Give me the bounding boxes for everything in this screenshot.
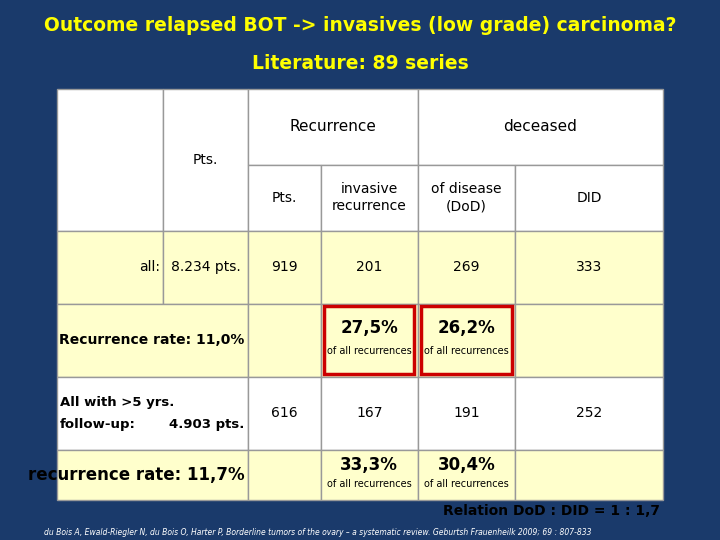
Text: deceased: deceased — [503, 119, 577, 134]
Text: Literature: 89 series: Literature: 89 series — [252, 54, 469, 73]
Text: of all recurrences: of all recurrences — [424, 346, 508, 356]
Text: 8.234 pts.: 8.234 pts. — [171, 260, 240, 274]
Bar — [320, 231, 418, 303]
Text: 167: 167 — [356, 407, 382, 421]
Bar — [248, 231, 320, 303]
Bar — [515, 377, 663, 450]
Text: Recurrence: Recurrence — [289, 119, 377, 134]
Bar — [57, 450, 248, 500]
Bar — [418, 303, 515, 377]
Bar — [248, 165, 320, 231]
Bar — [57, 231, 163, 303]
Bar — [320, 303, 418, 377]
Text: Pts.: Pts. — [271, 191, 297, 205]
Text: 616: 616 — [271, 407, 297, 421]
Text: 252: 252 — [576, 407, 602, 421]
Text: of all recurrences: of all recurrences — [327, 346, 412, 356]
Text: 333: 333 — [576, 260, 602, 274]
Bar — [418, 231, 515, 303]
Bar — [324, 306, 415, 374]
Text: of all recurrences: of all recurrences — [327, 480, 412, 489]
Bar — [515, 303, 663, 377]
Bar — [57, 377, 248, 450]
Text: 269: 269 — [453, 260, 480, 274]
Bar — [163, 89, 248, 231]
Bar — [248, 303, 320, 377]
Text: recurrence rate: 11,7%: recurrence rate: 11,7% — [28, 465, 245, 484]
Bar — [418, 377, 515, 450]
Text: follow-up:: follow-up: — [60, 418, 136, 431]
Bar — [320, 450, 418, 500]
Bar — [515, 165, 663, 231]
Bar — [163, 231, 248, 303]
Text: 27,5%: 27,5% — [341, 320, 398, 338]
Text: Outcome relapsed BOT -> invasives (low grade) carcinoma?: Outcome relapsed BOT -> invasives (low g… — [44, 16, 676, 35]
Bar — [248, 377, 320, 450]
Text: 919: 919 — [271, 260, 297, 274]
Bar — [320, 165, 418, 231]
Text: 191: 191 — [453, 407, 480, 421]
Bar — [57, 89, 163, 231]
Bar — [320, 377, 418, 450]
Text: Relation DoD : DID = 1 : 1,7: Relation DoD : DID = 1 : 1,7 — [444, 504, 660, 518]
Bar — [418, 165, 515, 231]
Text: All with >5 yrs.: All with >5 yrs. — [60, 396, 174, 409]
Bar — [418, 450, 515, 500]
Bar — [418, 89, 663, 165]
Text: invasive
recurrence: invasive recurrence — [332, 182, 407, 213]
Text: of disease
(DoD): of disease (DoD) — [431, 182, 502, 213]
Text: 26,2%: 26,2% — [437, 320, 495, 338]
Bar — [248, 450, 320, 500]
Text: Pts.: Pts. — [193, 153, 218, 167]
Bar — [515, 450, 663, 500]
Bar — [421, 306, 511, 374]
Bar — [248, 89, 418, 165]
Bar — [515, 231, 663, 303]
Text: 201: 201 — [356, 260, 382, 274]
Text: du Bois A, Ewald-Riegler N, du Bois O, Harter P, Borderline tumors of the ovary : du Bois A, Ewald-Riegler N, du Bois O, H… — [44, 528, 591, 537]
Text: 4.903 pts.: 4.903 pts. — [169, 418, 245, 431]
Bar — [57, 303, 248, 377]
Text: 33,3%: 33,3% — [341, 456, 398, 474]
Text: DID: DID — [576, 191, 602, 205]
Text: of all recurrences: of all recurrences — [424, 480, 508, 489]
Text: Recurrence rate: 11,0%: Recurrence rate: 11,0% — [59, 333, 245, 347]
Text: all:: all: — [139, 260, 160, 274]
Text: 30,4%: 30,4% — [437, 456, 495, 474]
